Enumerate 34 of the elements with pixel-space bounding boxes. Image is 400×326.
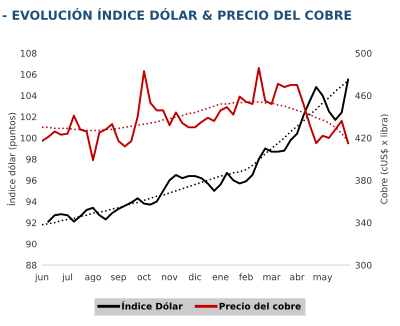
y2-tick-label: 300 <box>356 262 372 269</box>
x-tick-label: sep <box>111 275 126 282</box>
y-tick-label: 96 <box>26 177 37 184</box>
x-tick-label: jul <box>62 273 72 282</box>
y-tick-label: 102 <box>20 113 36 120</box>
y-tick-label: 108 <box>20 50 37 57</box>
x-tick-label: nov <box>162 275 178 280</box>
y-tick-label: 90 <box>26 240 37 248</box>
y2-tick-label: 380 <box>356 177 372 184</box>
y2-axis-title: Cobre (cUS$ x libra) <box>380 114 389 204</box>
x-tick-label: feb <box>239 273 253 280</box>
y-tick-label: 88 <box>26 262 37 269</box>
legend-label: Índice Dólar <box>122 301 183 310</box>
legend-label: Precio del cobre <box>220 302 301 310</box>
y-tick-label: 100 <box>20 134 37 142</box>
chart-title: - EVOLUCIÓN ÍNDICE DÓLAR & PRECIO DEL COBRE <box>2 8 352 20</box>
y-tick-label: 92 <box>26 219 36 226</box>
x-tick-label: abr <box>290 273 305 280</box>
y2-tick-label: 340 <box>356 219 372 226</box>
y-tick-label: 106 <box>20 71 37 78</box>
y-tick-label: 98 <box>26 156 37 163</box>
x-tick-label: oct <box>138 274 151 280</box>
x-tick-label: ene <box>212 275 228 280</box>
y2-tick-label: 500 <box>356 50 372 57</box>
x-tick-label: ago <box>85 275 101 282</box>
y-axis-title: Índice dólar (puntos) <box>6 112 18 206</box>
x-tick-label: dic <box>188 273 202 280</box>
y-tick-label: 94 <box>26 198 37 206</box>
y2-tick-label: 460 <box>355 92 372 100</box>
x-tick-label: jun <box>34 273 48 282</box>
y-tick-label: 104 <box>20 92 37 100</box>
y2-tick-label: 420 <box>355 134 372 142</box>
x-tick-label: mar <box>263 275 281 280</box>
x-tick-label: may <box>314 275 332 282</box>
